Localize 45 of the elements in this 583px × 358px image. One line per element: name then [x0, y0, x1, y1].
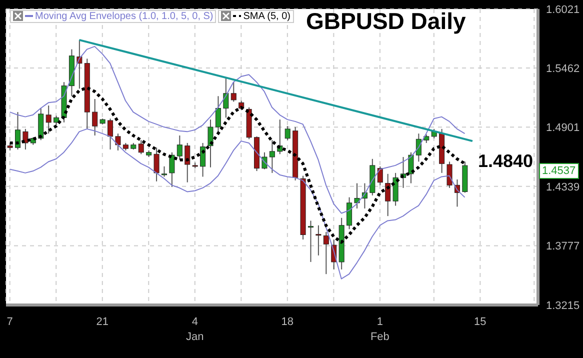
y-tick-label: 1.5462 — [546, 62, 580, 75]
y-tick-label: 1.3215 — [546, 300, 580, 312]
candlestick — [446, 161, 452, 188]
y-tick-label: 1.4901 — [546, 122, 580, 134]
candlestick — [308, 220, 314, 262]
candlestick — [46, 105, 52, 134]
candlestick — [323, 232, 329, 275]
candlestick — [161, 166, 167, 178]
candlestick — [92, 98, 98, 136]
candlestick — [22, 128, 28, 150]
x-tick-label: 7 — [6, 316, 13, 328]
candlestick — [230, 82, 236, 102]
y-tick-label: 1.3777 — [546, 240, 580, 253]
candlestick — [138, 140, 144, 155]
candlestick — [284, 126, 290, 141]
candlestick — [223, 76, 229, 118]
x-tick-label: 21 — [96, 316, 108, 328]
candlestick — [115, 133, 121, 151]
annotation: 1.4840 — [478, 151, 534, 172]
x-tick-label: 1 Feb — [370, 316, 390, 343]
candlestick — [154, 147, 160, 182]
candlestick — [392, 172, 398, 206]
chart-title: GBPUSD Daily — [306, 8, 466, 35]
candlestick — [215, 96, 221, 134]
candlestick — [346, 196, 352, 230]
x-tick-label: 15 — [474, 316, 486, 328]
candlestick — [269, 140, 275, 174]
legend-label: SMA (5, 0) — [243, 10, 291, 22]
x-tick-label: 18 — [281, 316, 294, 328]
candlestick — [316, 224, 322, 256]
candlestick — [354, 182, 360, 209]
candlestick — [176, 134, 182, 160]
candlestick — [385, 173, 391, 217]
candlestick — [169, 152, 175, 188]
line-series — [8, 86, 466, 244]
candlestick — [108, 118, 114, 150]
candlestick — [377, 166, 383, 186]
y-tick-label: 1.6021 — [546, 4, 580, 16]
legend-label: Moving Avg Envelopes (1.0, 1.0, 5, 0, S) — [35, 10, 214, 22]
text: 1.4537 — [539, 163, 579, 179]
candlestick — [15, 112, 20, 150]
y-tick-label: 1.4339 — [546, 181, 580, 194]
x-tick-label: 4 Jan — [186, 316, 204, 343]
candlestick — [208, 119, 214, 168]
candlestick — [184, 142, 190, 183]
